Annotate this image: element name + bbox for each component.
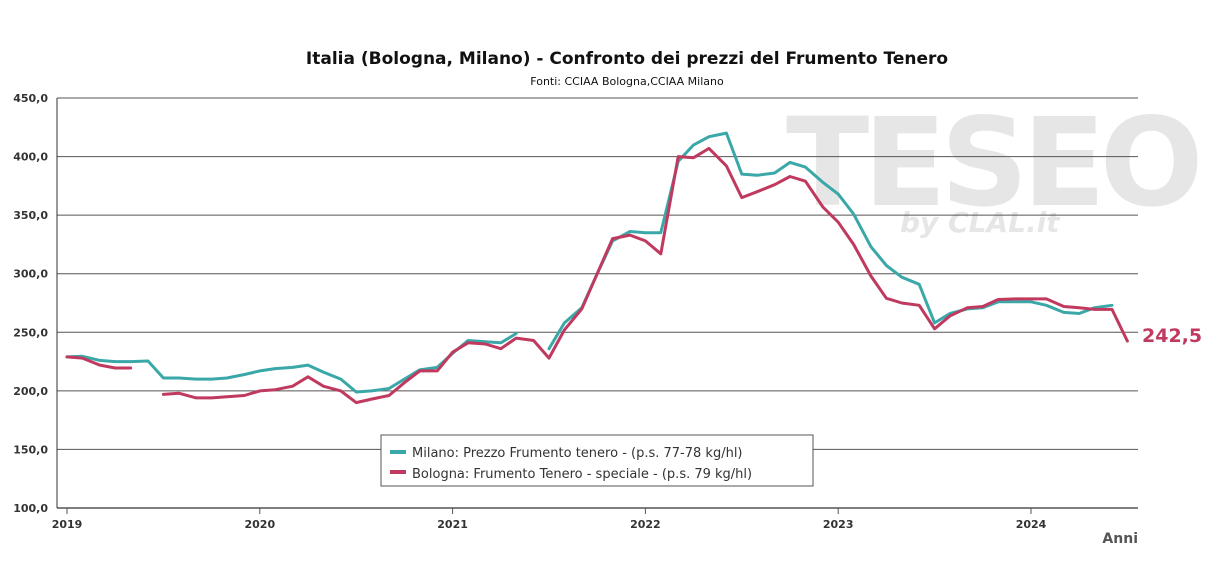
watermark-main: TESEO xyxy=(786,92,1198,234)
y-tick-label: 350,0 xyxy=(13,209,48,222)
watermark-sub: by CLAL.it xyxy=(900,206,1061,239)
series-line-milano xyxy=(547,131,1114,351)
watermark: TESEO by CLAL.it xyxy=(786,92,1204,239)
x-tick-label: 2020 xyxy=(244,518,275,531)
x-tick-label: 2024 xyxy=(1016,518,1047,531)
y-tick-label: 450,0 xyxy=(13,92,48,105)
last-value-label: 242,5 xyxy=(1142,325,1202,347)
x-tick-label: 2023 xyxy=(823,518,854,531)
series-line-milano xyxy=(65,332,518,394)
x-tick-label: 2021 xyxy=(437,518,468,531)
series-line-bologna xyxy=(65,355,133,370)
y-tick-label: 250,0 xyxy=(13,326,48,339)
series-lines xyxy=(65,131,1129,405)
x-axis-ticks: 2019 2020 2021 2022 2023 2024 xyxy=(52,508,1047,531)
legend-entry-milano: Milano: Prezzo Frumento tenero - (p.s. 7… xyxy=(412,446,743,461)
y-axis-ticks: 100,0 150,0 200,0 250,0 300,0 350,0 400,0 450,0 xyxy=(13,92,48,515)
y-tick-label: 200,0 xyxy=(13,385,48,398)
chart-subtitle: Fonti: CCIAA Bologna,CCIAA Milano xyxy=(530,75,724,88)
y-tick-label: 150,0 xyxy=(13,443,48,456)
series-line-bologna xyxy=(161,146,1129,405)
legend-box xyxy=(380,434,814,487)
legend-entry-bologna: Bologna: Frumento Tenero - speciale - (p… xyxy=(412,467,752,482)
chart-title: Italia (Bologna, Milano) - Confronto dei… xyxy=(306,49,948,69)
y-tick-label: 300,0 xyxy=(13,268,48,281)
x-tick-label: 2022 xyxy=(630,518,661,531)
x-tick-label: 2019 xyxy=(52,518,83,531)
legend: Milano: Prezzo Frumento tenero - (p.s. 7… xyxy=(380,434,814,487)
y-tick-label: 100,0 xyxy=(13,502,48,515)
y-tick-label: 400,0 xyxy=(13,151,48,164)
x-axis-label: Anni xyxy=(1102,531,1138,547)
